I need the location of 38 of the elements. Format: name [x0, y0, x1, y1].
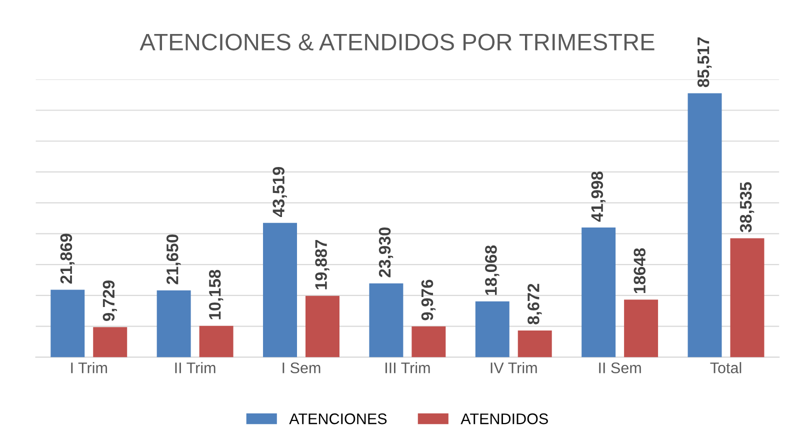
data-label: 38,535	[740, 182, 754, 232]
x-tick-label: II Sem	[599, 362, 641, 374]
bar	[518, 330, 552, 358]
bar	[688, 93, 722, 358]
x-tick-label: I Trim	[71, 362, 107, 374]
chart-title: ATENCIONES & ATENDIDOS POR TRIMESTRE	[140, 34, 654, 50]
x-tick-label: IV Trim	[490, 362, 537, 374]
x-tick-label: Total	[710, 362, 742, 374]
bar	[730, 238, 764, 358]
x-tick-label: III Trim	[386, 362, 430, 374]
data-label: 8,672	[528, 284, 542, 324]
bar	[582, 228, 616, 358]
x-tick-label: I Sem	[282, 362, 320, 374]
bar	[305, 296, 340, 358]
bar	[50, 290, 85, 358]
bar	[156, 290, 191, 358]
data-label: 19,887	[315, 240, 330, 290]
data-label: 85,517	[697, 37, 712, 88]
bar	[475, 301, 510, 358]
data-label: 43,519	[272, 166, 287, 218]
data-label: 9,729	[102, 280, 117, 322]
bar	[369, 283, 404, 358]
bar	[199, 326, 234, 358]
data-label: 9,976	[421, 280, 436, 320]
data-label: 18,068	[485, 245, 500, 295]
data-label: 18648	[634, 248, 646, 294]
legend-label: ATENDIDOS	[460, 413, 548, 424]
bar	[624, 300, 658, 358]
bar	[93, 327, 128, 358]
data-label: 41,998	[591, 172, 606, 222]
legend-label: ATENCIONES	[289, 413, 387, 424]
data-label: 23,930	[378, 227, 394, 278]
x-tick-label: II Trim	[175, 362, 216, 374]
data-label: 21,869	[60, 234, 75, 284]
bar	[412, 326, 446, 358]
bar	[263, 222, 297, 358]
data-label: 21,650	[166, 234, 181, 284]
data-label: 10,158	[208, 270, 224, 320]
